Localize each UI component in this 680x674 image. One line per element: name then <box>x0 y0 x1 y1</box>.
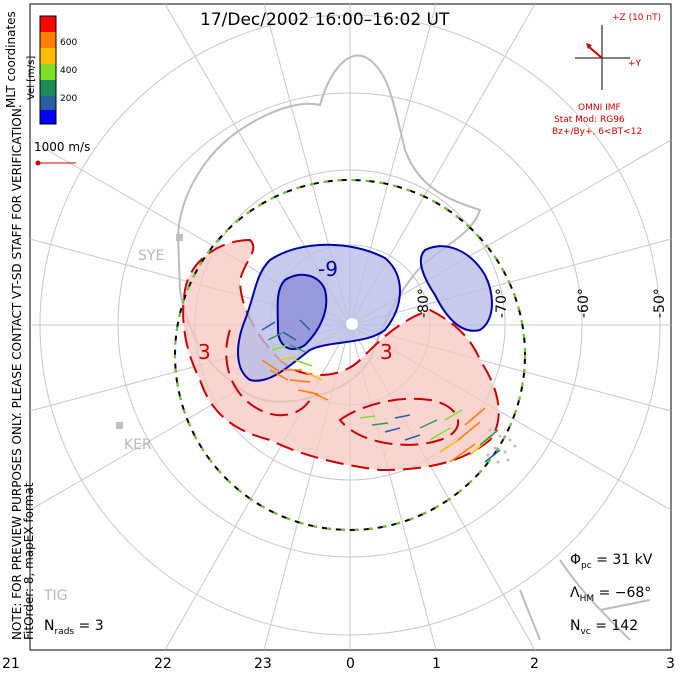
negative-contour <box>237 243 401 382</box>
mlt-tick-2: 2 <box>530 656 539 672</box>
fit-order-note: FitOrder: 8, mapEX format <box>22 482 36 640</box>
mlt-tick-1: 1 <box>432 656 441 672</box>
positive-cell-fill <box>183 240 499 470</box>
imf-z-label: +Z (10 nT) <box>612 13 662 23</box>
negative-cell-right <box>419 245 493 332</box>
latitude-label-50: -50° <box>652 288 668 318</box>
pole-marker <box>346 318 358 330</box>
negative-core-fill <box>276 273 328 350</box>
velocity-vectors <box>261 319 501 463</box>
site-tig: TIG <box>44 588 68 604</box>
mlt-coordinates-label: MLT coordinates <box>4 11 18 108</box>
colorbar-tick-600: 600 <box>60 38 78 48</box>
imf-condition: Bz+/By+, 6<BT<12 <box>552 127 643 137</box>
stat-nrads: Nrads = 3 <box>44 618 104 637</box>
latitude-label-70: -70° <box>494 288 510 318</box>
imf-y-label: +Y <box>628 59 642 69</box>
mlt-tick-23: 23 <box>254 656 272 672</box>
site-markers <box>116 234 183 429</box>
velocity-colorbar <box>39 15 57 125</box>
stat-nvc: Nvc = 142 <box>570 618 639 637</box>
stat-phi-pc: Φpc = 31 kV <box>570 552 653 571</box>
imf-dial <box>575 25 630 90</box>
colorbar-tick-200: 200 <box>60 94 78 104</box>
mlt-tick-21: 21 <box>2 656 20 672</box>
map-title: 17/Dec/2002 16:00–16:02 UT <box>200 10 450 30</box>
mlt-tick-0: 0 <box>346 656 355 672</box>
colorbar-tick-400: 400 <box>60 66 78 76</box>
imf-model: Stat Mod: RG96 <box>554 115 625 125</box>
velocity-reference-vector <box>35 160 76 166</box>
stat-lambda-hm: ΛHM = −68° <box>570 585 652 604</box>
contour-label-positive-left: 3 <box>198 340 211 364</box>
colorbar-unit-label: Vel [m/s] <box>26 55 37 100</box>
mlt-tick-3: 3 <box>666 656 675 672</box>
velocity-dots <box>486 428 517 464</box>
mlt-tick-22: 22 <box>154 656 172 672</box>
latitude-label-60: -60° <box>576 288 592 318</box>
imf-source: OMNI IMF <box>578 103 621 113</box>
velocity-reference-label: 1000 m/s <box>34 140 91 154</box>
site-sye: SYE <box>138 248 165 264</box>
coastline-south <box>519 559 651 641</box>
contour-label-positive-right: 3 <box>380 340 393 364</box>
contour-label-negative: -9 <box>318 257 338 281</box>
positive-contour-inner <box>225 329 460 446</box>
latitude-label-80: -80° <box>416 288 432 318</box>
hm-boundary-green <box>174 179 526 531</box>
site-ker: KER <box>124 437 152 453</box>
